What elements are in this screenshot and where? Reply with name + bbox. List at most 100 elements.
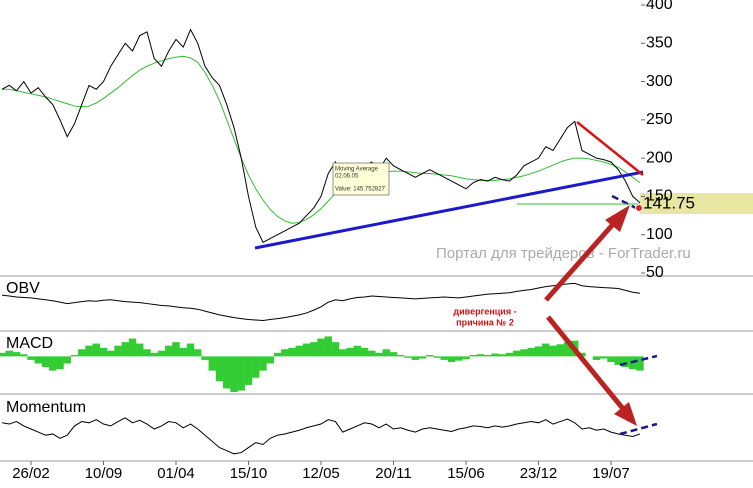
y-tick-label: 400 bbox=[646, 0, 673, 13]
bar bbox=[136, 343, 144, 357]
bar bbox=[302, 343, 311, 357]
bar bbox=[252, 356, 260, 378]
bar bbox=[281, 349, 289, 357]
bar bbox=[498, 354, 506, 357]
bar bbox=[63, 356, 71, 364]
bar bbox=[389, 352, 398, 357]
y-tick-label: 150 bbox=[646, 188, 673, 205]
line bbox=[2, 55, 641, 224]
pane-title: OBV bbox=[6, 280, 40, 297]
bar bbox=[404, 356, 412, 358]
pane-title: MACD bbox=[6, 335, 53, 352]
bar bbox=[513, 350, 521, 357]
bar bbox=[455, 356, 463, 361]
bar bbox=[339, 349, 347, 357]
bar bbox=[85, 345, 93, 357]
bar bbox=[92, 343, 100, 357]
y-tick-label: 50 bbox=[646, 264, 664, 281]
x-tick-label: 01/04 bbox=[157, 465, 195, 482]
bar bbox=[70, 354, 79, 357]
bar bbox=[411, 356, 419, 360]
y-tick-label: 200 bbox=[646, 149, 673, 166]
line bbox=[1, 417, 641, 455]
bar bbox=[426, 354, 434, 357]
bar bbox=[368, 350, 376, 357]
bar bbox=[484, 354, 492, 357]
tooltip-value: Value: 145.752827 bbox=[335, 187, 386, 193]
bar bbox=[107, 350, 115, 357]
bar bbox=[244, 356, 253, 385]
bar bbox=[534, 346, 543, 357]
bar bbox=[636, 356, 644, 371]
bar bbox=[49, 356, 57, 371]
bar bbox=[592, 356, 601, 360]
bar bbox=[273, 352, 282, 357]
bar bbox=[143, 349, 151, 357]
bar bbox=[288, 347, 296, 357]
bar bbox=[150, 352, 158, 357]
bar bbox=[397, 354, 405, 357]
arrow-head bbox=[605, 205, 630, 232]
line bbox=[1, 282, 641, 321]
bar bbox=[375, 352, 383, 357]
bar bbox=[201, 356, 209, 360]
last-price-marker bbox=[635, 204, 643, 212]
bar bbox=[614, 356, 622, 365]
watermark: Портал для трейдеров - ForTrader.ru bbox=[436, 245, 691, 262]
bar bbox=[418, 356, 427, 359]
bar bbox=[353, 345, 361, 357]
bar bbox=[223, 356, 231, 389]
bar bbox=[128, 338, 137, 357]
bar bbox=[5, 350, 13, 357]
bar bbox=[295, 345, 303, 357]
x-tick-label: 19/07 bbox=[592, 465, 630, 482]
bar bbox=[520, 349, 528, 357]
bar bbox=[41, 356, 50, 368]
y-tick-label: 300 bbox=[646, 73, 673, 90]
bar bbox=[114, 345, 122, 357]
bar bbox=[215, 356, 224, 382]
bar bbox=[165, 345, 173, 357]
bar bbox=[56, 356, 64, 370]
x-tick-label: 15/10 bbox=[230, 465, 268, 482]
bar bbox=[121, 342, 129, 357]
bar bbox=[621, 356, 630, 368]
last-price-label: 141.75 bbox=[643, 193, 695, 212]
bar bbox=[469, 354, 477, 357]
bar bbox=[12, 352, 21, 357]
y-tick-label: 100 bbox=[646, 226, 673, 243]
x-tick-label: 20/11 bbox=[375, 465, 411, 482]
bar bbox=[27, 356, 35, 360]
divergence-line bbox=[619, 422, 658, 436]
bar bbox=[462, 356, 470, 360]
bar bbox=[607, 356, 615, 363]
tooltip-date: 02.06.05 bbox=[335, 174, 359, 180]
bar bbox=[505, 352, 514, 357]
bar bbox=[556, 344, 564, 357]
bar bbox=[34, 356, 42, 364]
arrow-shaft bbox=[546, 315, 626, 412]
bar bbox=[563, 342, 572, 357]
bar bbox=[230, 356, 238, 392]
y-tick-label: 350 bbox=[646, 35, 673, 52]
arrow-head bbox=[614, 402, 637, 426]
x-tick-label: 23/12 bbox=[520, 465, 558, 482]
bar bbox=[208, 356, 216, 371]
bar bbox=[99, 347, 108, 357]
arrow-shaft bbox=[544, 220, 617, 302]
bar bbox=[0, 352, 6, 357]
bar bbox=[433, 356, 441, 358]
bar bbox=[317, 338, 325, 357]
bar bbox=[179, 347, 187, 357]
bar bbox=[578, 352, 586, 357]
divergence-line bbox=[619, 354, 658, 367]
bar bbox=[491, 353, 499, 357]
x-tick-label: 10/09 bbox=[85, 465, 123, 482]
arrow bbox=[544, 205, 637, 426]
x-tick-label: 26/02 bbox=[12, 465, 50, 482]
y-tick-label: 250 bbox=[646, 111, 673, 128]
annotation: дивергенция - bbox=[453, 306, 516, 316]
bar bbox=[542, 343, 550, 357]
bar bbox=[549, 345, 557, 357]
